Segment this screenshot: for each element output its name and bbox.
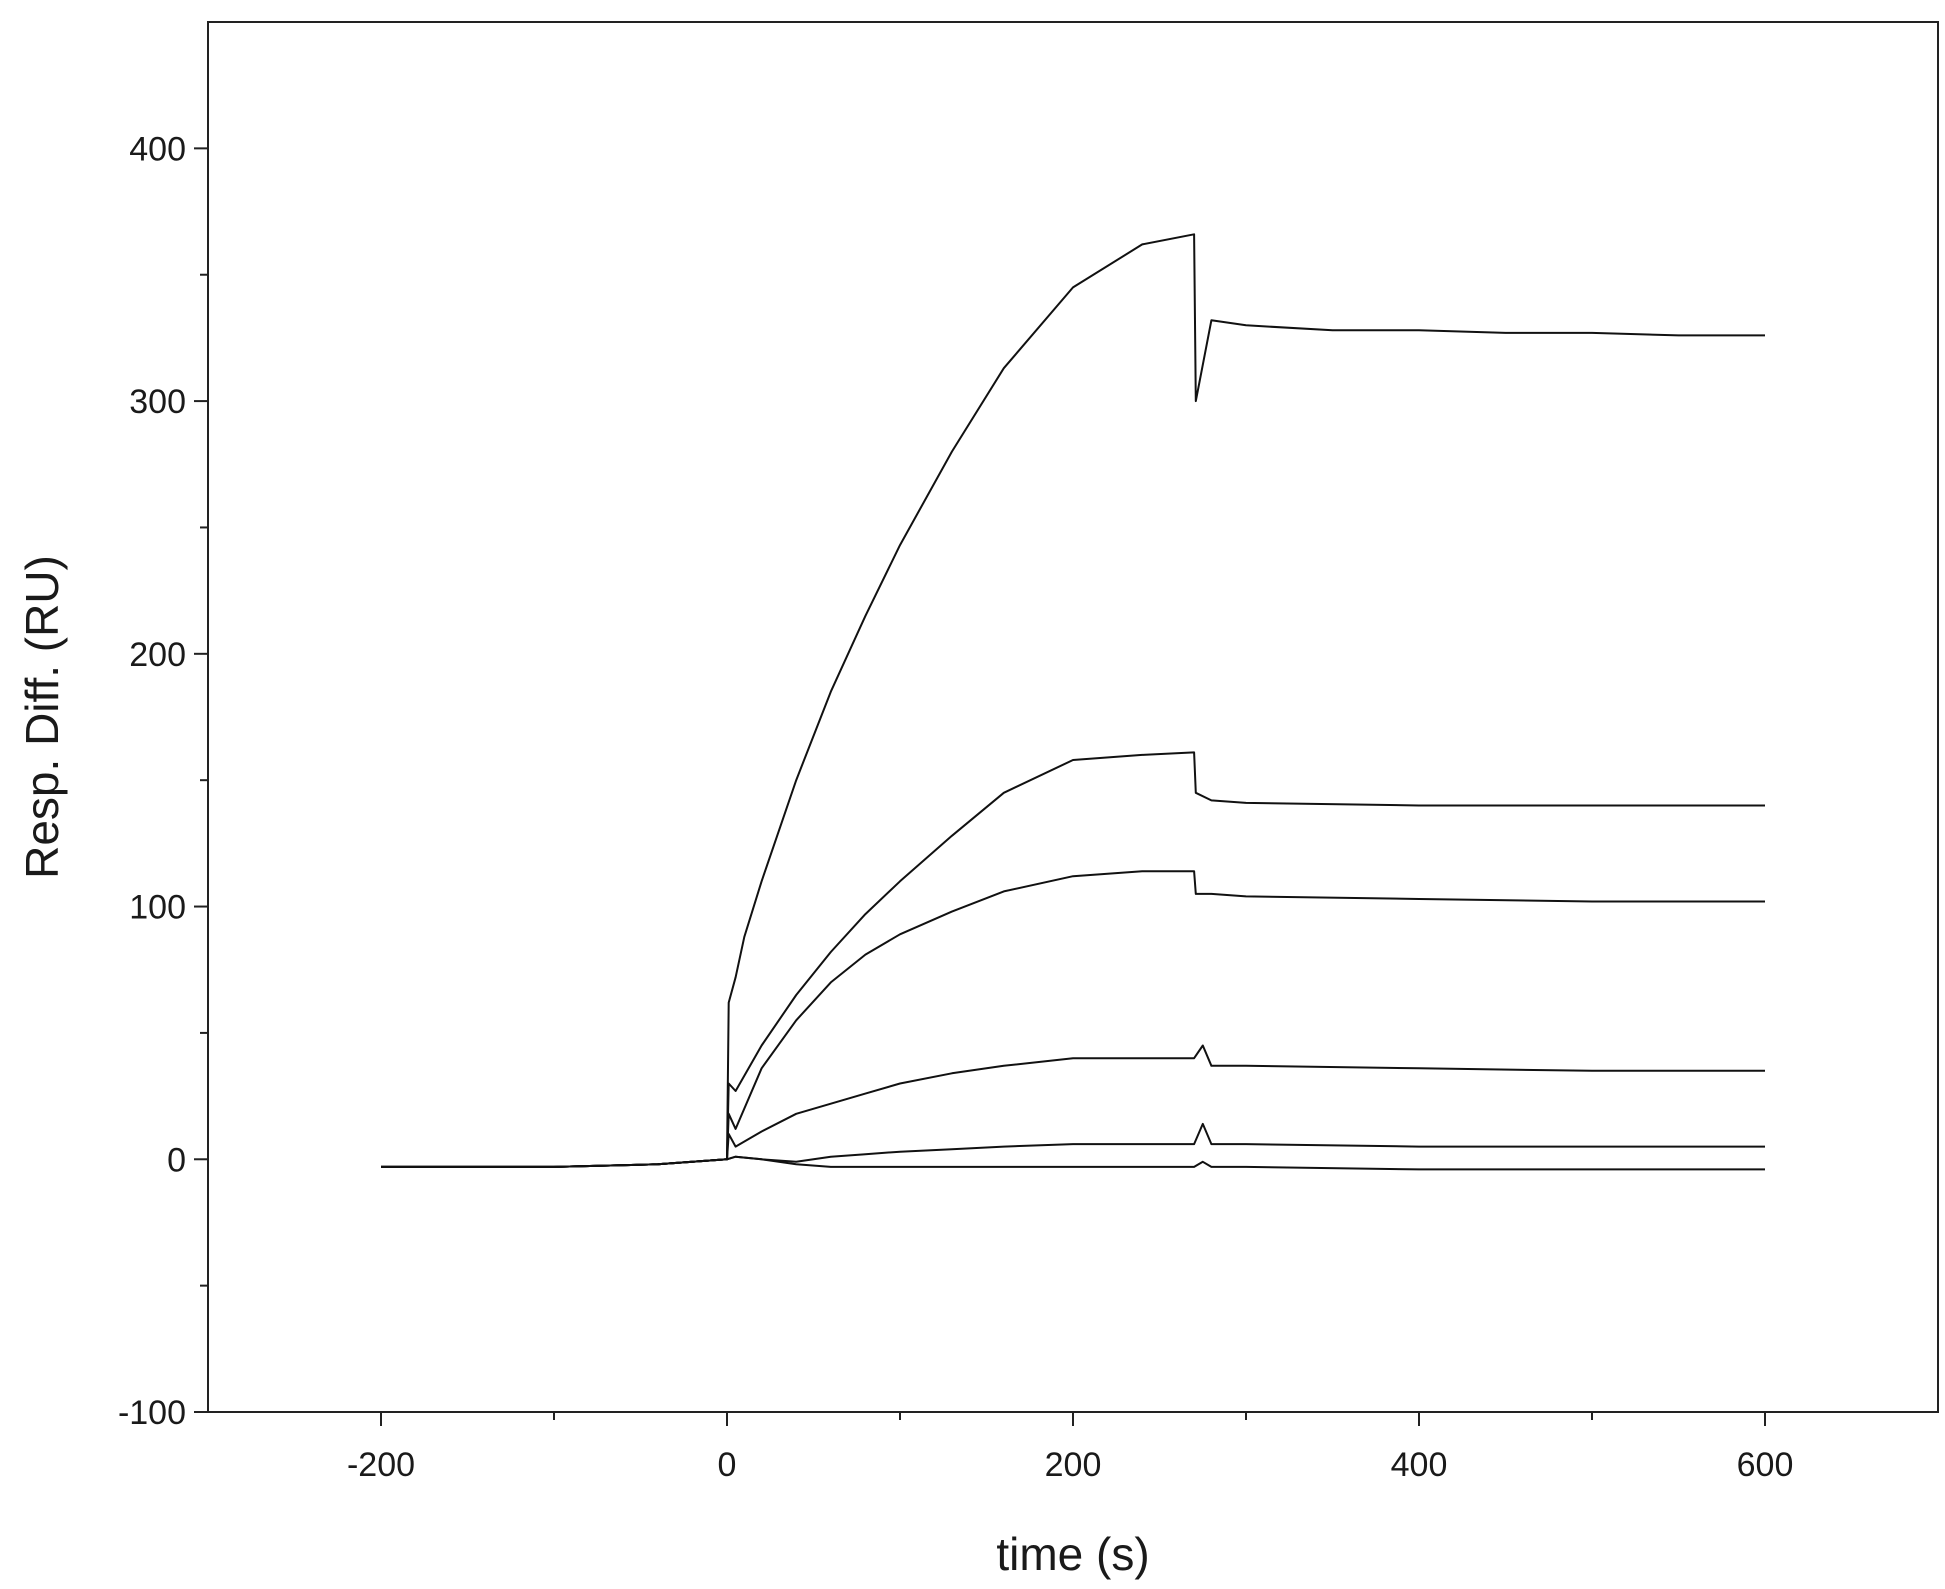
x-tick-label: 200 xyxy=(1045,1446,1102,1484)
y-tick-label: 400 xyxy=(129,130,186,168)
x-tick-label: 600 xyxy=(1737,1446,1794,1484)
y-tick-label: 100 xyxy=(129,889,186,927)
plot-frame xyxy=(207,21,1939,1413)
y-axis-title: Resp. Diff. (RU) xyxy=(16,555,68,879)
series-line-1 xyxy=(381,233,1765,1168)
y-tick-label: -100 xyxy=(118,1394,186,1432)
series-line-2 xyxy=(381,751,1765,1168)
y-tick-label: 0 xyxy=(167,1141,186,1179)
y-tick-label: 200 xyxy=(129,636,186,674)
y-tick-label: 300 xyxy=(129,383,186,421)
x-tick-label: -200 xyxy=(347,1446,415,1484)
x-tick-label: 400 xyxy=(1391,1446,1448,1484)
series-line-4 xyxy=(381,1044,1765,1168)
series-traces xyxy=(381,233,1765,1171)
axis-ticks xyxy=(194,147,1766,1426)
x-axis-title: time (s) xyxy=(996,1528,1149,1580)
series-line-5 xyxy=(381,1122,1765,1168)
axis-tick-labels: -200 0 200 400 600 -100 0 100 200 300 400 xyxy=(118,130,1793,1484)
series-line-6 xyxy=(381,1155,1765,1171)
series-line-3 xyxy=(381,870,1765,1168)
x-tick-label: 0 xyxy=(718,1446,737,1484)
